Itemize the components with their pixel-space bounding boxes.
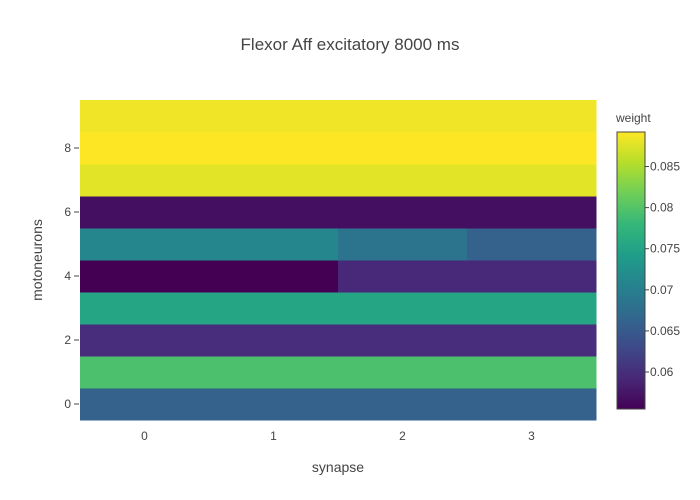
- heatmap-cell: [338, 292, 468, 325]
- y-tick-label: 8: [64, 141, 71, 155]
- colorbar-tick-label: 0.085: [650, 160, 680, 174]
- y-tick-label: 2: [64, 333, 71, 347]
- heatmap-cell: [80, 260, 210, 293]
- heatmap-cell: [209, 388, 339, 421]
- heatmap-cell: [80, 196, 210, 229]
- colorbar-ticks: 0.06 0.065 0.07 0.075 0.08 0.085: [645, 160, 680, 379]
- x-tick-label: 0: [141, 429, 148, 443]
- heatmap-cell: [467, 260, 597, 293]
- y-tick-label: 4: [64, 269, 71, 283]
- heatmap-cell: [467, 196, 597, 229]
- colorbar-gradient: [616, 131, 646, 410]
- heatmap-cell: [80, 356, 210, 389]
- heatmap-cell: [467, 356, 597, 389]
- heatmap-cell: [209, 260, 339, 293]
- heatmap-cells: [80, 100, 597, 421]
- y-axis-title: motoneurons: [29, 219, 45, 301]
- heatmap-cell: [80, 100, 210, 133]
- heatmap-cell: [80, 164, 210, 197]
- heatmap-cell: [80, 324, 210, 357]
- heatmap-cell: [209, 132, 339, 165]
- heatmap-cell: [80, 388, 210, 421]
- heatmap-cell: [338, 164, 468, 197]
- heatmap-cell: [209, 196, 339, 229]
- heatmap-cell: [338, 132, 468, 165]
- heatmap-cell: [80, 292, 210, 325]
- y-axis-ticks: 0 2 4 6 8: [64, 141, 79, 411]
- x-tick-label: 1: [270, 429, 277, 443]
- colorbar-tick-label: 0.06: [650, 365, 674, 379]
- heatmap-cell: [338, 324, 468, 357]
- heatmap-cell: [338, 228, 468, 261]
- x-tick-label: 2: [399, 429, 406, 443]
- heatmap-cell: [467, 100, 597, 133]
- x-axis-title: synapse: [312, 459, 364, 475]
- heatmap-cell: [338, 260, 468, 293]
- colorbar-title: weight: [615, 111, 651, 125]
- chart-title: Flexor Aff excitatory 8000 ms: [241, 35, 460, 54]
- heatmap-cell: [338, 388, 468, 421]
- heatmap-cell: [467, 388, 597, 421]
- heatmap-cell: [80, 228, 210, 261]
- heatmap-cell: [209, 228, 339, 261]
- colorbar-tick-label: 0.075: [650, 242, 680, 256]
- heatmap-cell: [209, 292, 339, 325]
- colorbar: weight 0.06 0.065 0.07 0.075 0.08 0.085: [615, 111, 680, 410]
- heatmap-cell: [338, 356, 468, 389]
- x-tick-label: 3: [528, 429, 535, 443]
- colorbar-tick-label: 0.08: [650, 201, 674, 215]
- heatmap-cell: [80, 132, 210, 165]
- heatmap-cell: [467, 132, 597, 165]
- heatmap-cell: [209, 164, 339, 197]
- y-tick-label: 6: [64, 205, 71, 219]
- colorbar-tick-label: 0.07: [650, 283, 674, 297]
- heatmap-cell: [467, 164, 597, 197]
- heatmap-cell: [467, 292, 597, 325]
- heatmap-cell: [467, 228, 597, 261]
- heatmap-cell: [467, 324, 597, 357]
- heatmap-cell: [209, 324, 339, 357]
- colorbar-tick-label: 0.065: [650, 324, 680, 338]
- heatmap-cell: [209, 356, 339, 389]
- heatmap-cell: [338, 100, 468, 133]
- y-tick-label: 0: [64, 397, 71, 411]
- x-axis-ticks: 0 1 2 3: [141, 429, 535, 443]
- heatmap-cell: [338, 196, 468, 229]
- heatmap-cell: [209, 100, 339, 133]
